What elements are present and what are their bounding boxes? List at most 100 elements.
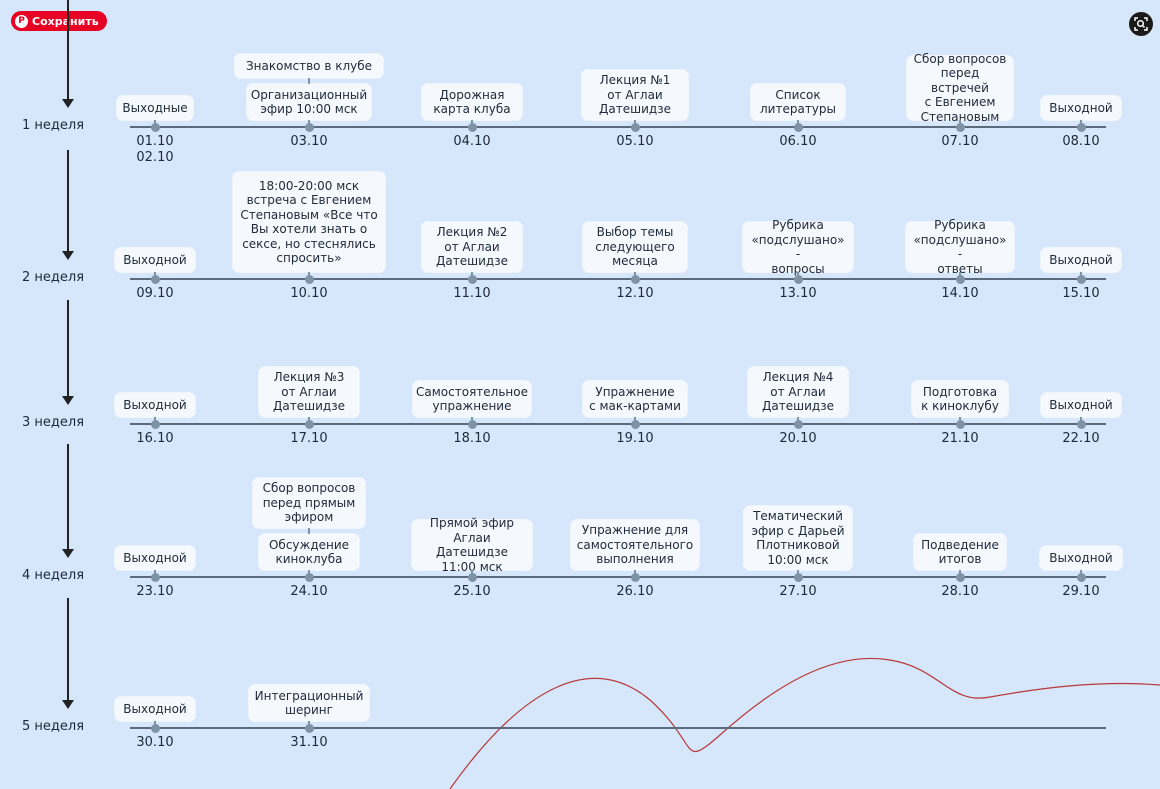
event-card: Подготовка к киноклубу: [912, 381, 1008, 417]
event-connector: [634, 417, 636, 423]
day-date: 10.10: [290, 286, 328, 301]
event-connector: [959, 120, 961, 126]
timeline-day-marker: [304, 122, 314, 132]
timeline-day-marker: [955, 572, 965, 582]
event-connector: [797, 272, 799, 278]
event-connector: [959, 417, 961, 423]
day-date: 31.10: [290, 735, 328, 750]
event-card: Выходной: [1041, 248, 1121, 272]
event-connector: [797, 120, 799, 126]
timeline-day-marker: [793, 419, 803, 429]
day-date: 05.10: [616, 134, 654, 149]
event-connector: [959, 272, 961, 278]
event-connector: [1080, 570, 1082, 576]
week-flow-arrow-icon: [62, 396, 74, 405]
day-date: 12.10: [616, 286, 654, 301]
visual-search-button[interactable]: [1129, 12, 1153, 36]
event-connector: [154, 570, 156, 576]
timeline-day-marker: [793, 274, 803, 284]
timeline-day-marker: [150, 723, 160, 733]
timeline-day-marker: [1076, 122, 1086, 132]
event-connector: [959, 570, 961, 576]
week-timeline: [130, 423, 1106, 425]
event-card: Сбор вопросов перед прямым эфиром: [253, 478, 365, 528]
event-card: Рубрика «подслушано» - ответы: [906, 218, 1014, 276]
event-card: Лекция №3 от Аглаи Датешидзе: [259, 367, 359, 417]
save-button-label: Сохранить: [32, 14, 99, 28]
timeline-day-marker: [467, 122, 477, 132]
timeline-day-marker: [955, 122, 965, 132]
visual-search-icon: [1134, 17, 1148, 31]
event-card: Упражнение с мак-картами: [583, 381, 687, 417]
timeline-day-marker: [304, 274, 314, 284]
event-card: Выходной: [115, 393, 195, 417]
event-card: Выходной: [115, 248, 195, 272]
day-date: 29.10: [1062, 584, 1100, 599]
event-card: Лекция №4 от Аглаи Датешидзе: [748, 367, 848, 417]
timeline-day-marker: [467, 572, 477, 582]
day-date: 13.10: [779, 286, 817, 301]
day-date: 22.10: [1062, 431, 1100, 446]
week-label: 2 неделя: [22, 270, 85, 285]
timeline-day-marker: [630, 419, 640, 429]
timeline-day-marker: [304, 419, 314, 429]
event-connector: [1080, 272, 1082, 278]
week-label: 4 неделя: [22, 568, 85, 583]
day-date: 23.10: [136, 584, 174, 599]
event-card: Знакомство в клубе: [235, 54, 383, 78]
event-card: Самостоятельное упражнение: [413, 381, 531, 417]
timeline-day-marker: [793, 122, 803, 132]
event-card: Выходные: [117, 96, 193, 120]
event-card: Организационный эфир 10:00 мск: [247, 84, 371, 120]
week-label: 5 неделя: [22, 719, 85, 734]
event-connector: [154, 272, 156, 278]
event-connector: [797, 417, 799, 423]
timeline-day-marker: [1076, 274, 1086, 284]
day-date: 30.10: [136, 735, 174, 750]
day-date: 06.10: [779, 134, 817, 149]
event-connector: [471, 272, 473, 278]
week-flow-arrow-icon: [62, 549, 74, 558]
day-date: 15.10: [1062, 286, 1100, 301]
week-flow-arrow-icon: [62, 251, 74, 260]
event-card: Выходной: [1041, 96, 1121, 120]
event-connector: [797, 570, 799, 576]
day-date: 11.10: [453, 286, 491, 301]
event-connector: [308, 417, 310, 423]
event-connector: [634, 120, 636, 126]
week-flow-line: [67, 598, 69, 701]
week-flow-arrow-icon: [62, 700, 74, 709]
event-card: Лекция №2 от Аглаи Датешидзе: [422, 222, 522, 272]
timeline-day-marker: [150, 419, 160, 429]
event-card: Список литературы: [751, 84, 845, 120]
day-date: 19.10: [616, 431, 654, 446]
event-card: Дорожная карта клуба: [422, 84, 522, 120]
day-date: 26.10: [616, 584, 654, 599]
event-connector: [1080, 417, 1082, 423]
day-date: 04.10: [453, 134, 491, 149]
day-date: 18.10: [453, 431, 491, 446]
save-button[interactable]: P Сохранить: [11, 11, 107, 31]
day-date: 20.10: [779, 431, 817, 446]
event-card: Выходной: [1041, 393, 1121, 417]
week-flow-line: [67, 444, 69, 550]
event-card: Выходной: [115, 697, 195, 721]
event-connector: [308, 528, 310, 534]
event-connector: [471, 570, 473, 576]
event-connector: [154, 417, 156, 423]
day-date: 03.10: [290, 134, 328, 149]
event-card: Тематический эфир с Дарьей Плотниковой 1…: [744, 506, 852, 570]
timeline-day-marker: [467, 419, 477, 429]
week-timeline: [130, 126, 1106, 128]
event-card: Интеграционный шеринг: [249, 685, 369, 721]
event-connector: [308, 272, 310, 278]
week-timeline: [130, 727, 1106, 729]
event-connector: [634, 272, 636, 278]
day-date: 16.10: [136, 431, 174, 446]
timeline-day-marker: [467, 274, 477, 284]
timeline-day-marker: [1076, 572, 1086, 582]
event-connector: [634, 570, 636, 576]
day-date: 08.10: [1062, 134, 1100, 149]
event-card: Упражнение для самостоятельного выполнен…: [571, 520, 699, 570]
